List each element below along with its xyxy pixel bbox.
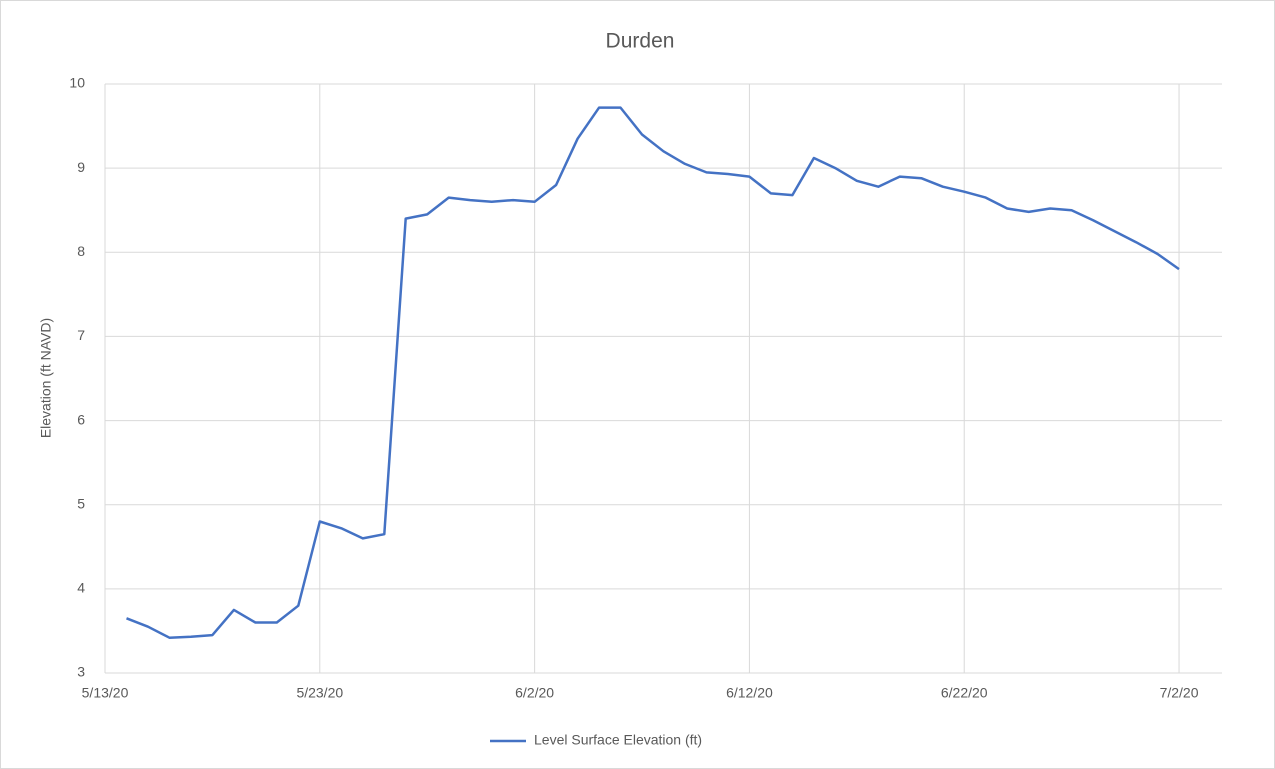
legend-label: Level Surface Elevation (ft) [534, 732, 702, 748]
x-tick-label: 6/2/20 [515, 685, 554, 701]
data-line [126, 106, 1180, 639]
y-tick-label: 9 [77, 159, 85, 175]
y-axis-label: Elevation (ft NAVD) [38, 318, 54, 438]
chart-title: Durden [606, 30, 675, 53]
y-tick-label: 3 [77, 664, 85, 680]
y-tick-label: 6 [77, 411, 85, 427]
x-tick-label: 6/12/20 [726, 685, 773, 701]
y-tick-label: 7 [77, 327, 85, 343]
x-tick-label: 5/13/20 [82, 685, 129, 701]
y-tick-label: 10 [69, 75, 85, 91]
x-tick-label: 7/2/20 [1160, 685, 1199, 701]
y-tick-label: 4 [77, 580, 85, 596]
y-tick-label: 5 [77, 495, 85, 511]
y-tick-label: 8 [77, 243, 85, 259]
x-tick-label: 5/23/20 [296, 685, 343, 701]
x-tick-label: 6/22/20 [941, 685, 988, 701]
